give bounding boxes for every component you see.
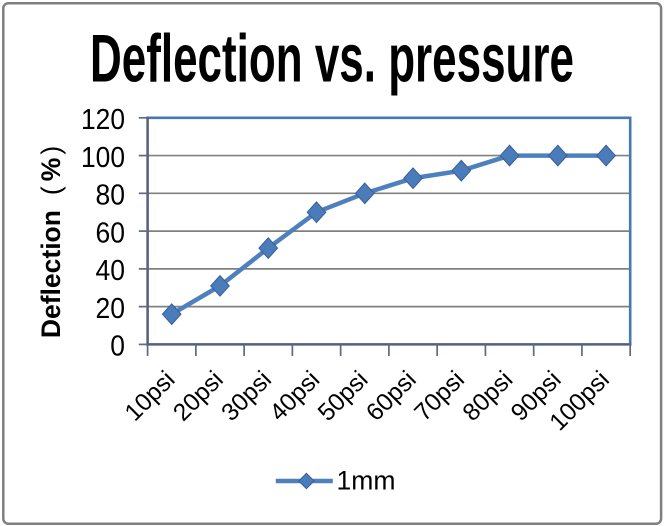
svg-text:40: 40 <box>96 255 126 287</box>
svg-text:60psi: 60psi <box>361 366 422 427</box>
svg-text:Deflection(%): Deflection(%) <box>36 146 66 338</box>
svg-text:120: 120 <box>81 104 125 136</box>
svg-text:80psi: 80psi <box>458 366 519 427</box>
svg-text:0: 0 <box>110 331 125 363</box>
svg-text:10psi: 10psi <box>120 366 181 427</box>
svg-text:100: 100 <box>81 142 125 174</box>
svg-text:70psi: 70psi <box>410 366 471 427</box>
svg-text:Deflection vs. pressure: Deflection vs. pressure <box>90 22 574 97</box>
svg-text:20psi: 20psi <box>168 366 229 427</box>
svg-text:50psi: 50psi <box>313 366 374 427</box>
svg-text:20: 20 <box>96 293 126 325</box>
svg-text:80: 80 <box>96 180 126 212</box>
svg-text:60: 60 <box>96 217 126 249</box>
svg-text:1mm: 1mm <box>337 466 396 496</box>
svg-text:30psi: 30psi <box>216 366 277 427</box>
svg-text:40psi: 40psi <box>265 366 326 427</box>
